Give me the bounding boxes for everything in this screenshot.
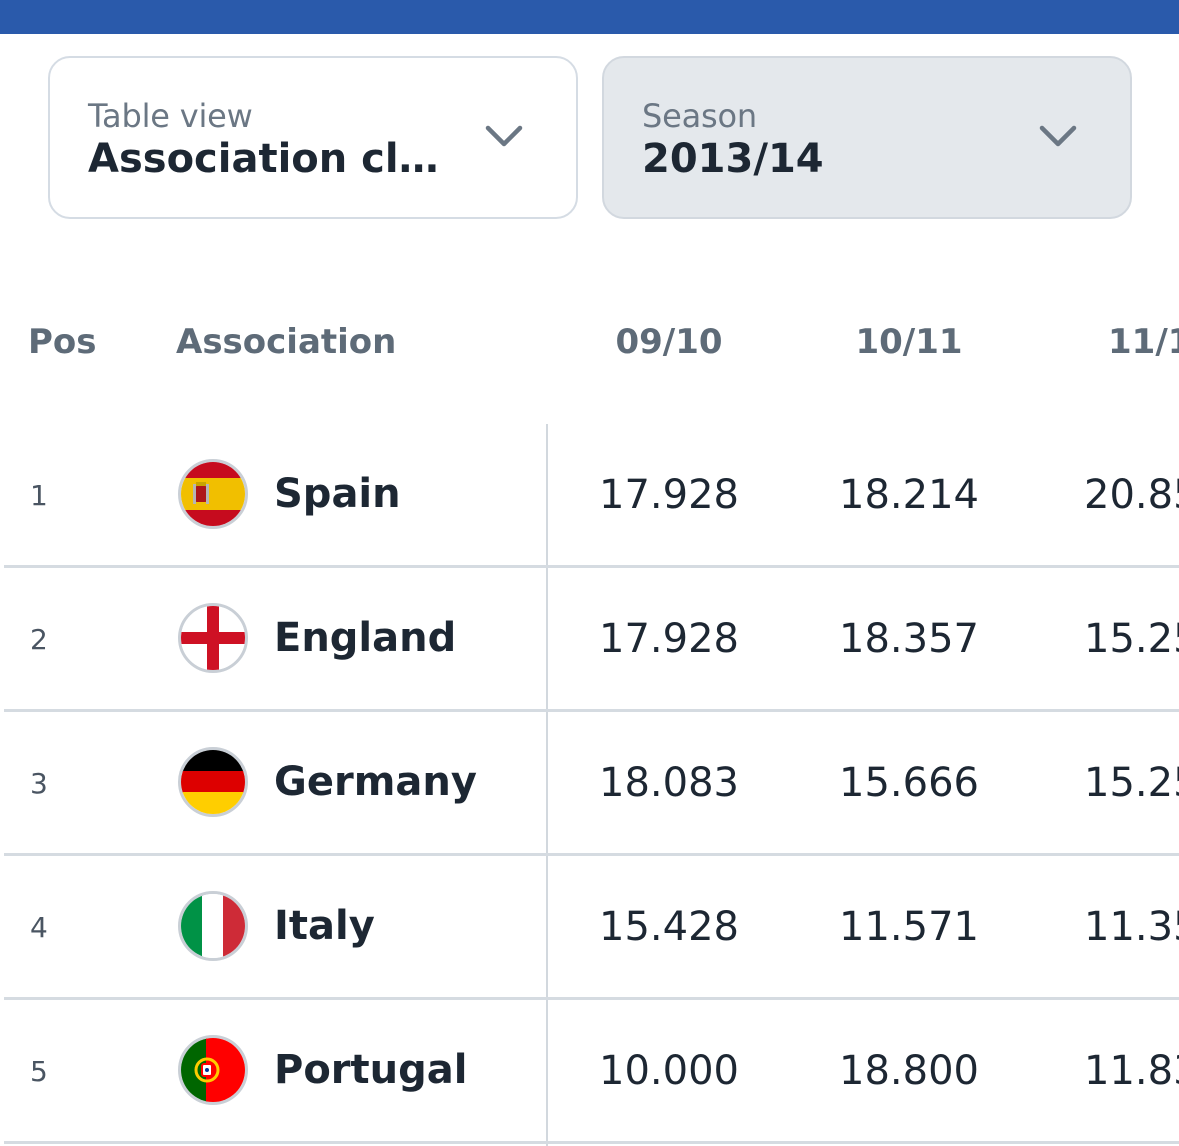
row-position: 4: [30, 911, 48, 944]
coefficient-1112: 11.833: [1084, 1048, 1179, 1094]
header-0910[interactable]: 09/10: [615, 322, 723, 362]
row-divider: [4, 997, 1179, 1000]
row-divider: [4, 1141, 1179, 1144]
coefficient-1011: 15.666: [839, 760, 979, 806]
coefficient-0910: 18.083: [599, 760, 739, 806]
table-view-select[interactable]: Table view Association clu…: [48, 56, 578, 219]
table-row[interactable]: 2 England 17.928 18.357 15.250: [4, 568, 1179, 712]
sticky-column-divider: [546, 424, 548, 1146]
table-row[interactable]: 4 Italy 15.428 11.571 11.357: [4, 856, 1179, 1000]
coefficient-0910: 10.000: [599, 1048, 739, 1094]
coefficient-1011: 18.800: [839, 1048, 979, 1094]
association-name-link[interactable]: England: [274, 615, 457, 661]
table-row[interactable]: 5 Portugal 10.000 18.800 11.833: [4, 1000, 1179, 1144]
association-name-link[interactable]: Germany: [274, 759, 477, 805]
germany-flag-icon: [178, 747, 248, 817]
association-name-link[interactable]: Spain: [274, 471, 401, 517]
england-flag-icon: [178, 603, 248, 673]
row-position: 3: [30, 767, 48, 800]
coefficient-1011: 18.357: [839, 616, 979, 662]
season-label: Season: [642, 97, 757, 135]
coefficient-0910: 17.928: [599, 616, 739, 662]
chevron-down-icon: [485, 125, 523, 147]
row-divider: [4, 853, 1179, 856]
coefficient-0910: 15.428: [599, 904, 739, 950]
header-1011[interactable]: 10/11: [855, 322, 963, 362]
association-name-link[interactable]: Italy: [274, 903, 375, 949]
coefficient-1112: 15.250: [1084, 616, 1179, 662]
row-position: 2: [30, 623, 48, 656]
spain-flag-icon: [178, 459, 248, 529]
row-divider: [4, 709, 1179, 712]
coefficient-1112: 15.250: [1084, 760, 1179, 806]
coefficient-1112: 11.357: [1084, 904, 1179, 950]
row-position: 1: [30, 479, 48, 512]
table-row[interactable]: 3 Germany 18.083 15.666 15.250: [4, 712, 1179, 856]
coefficient-1011: 11.571: [839, 904, 979, 950]
top-app-bar: [0, 0, 1179, 34]
coefficient-1011: 18.214: [839, 472, 979, 518]
table-view-label: Table view: [88, 97, 253, 135]
header-1112[interactable]: 11/12: [1108, 322, 1179, 362]
season-select[interactable]: Season 2013/14: [602, 56, 1132, 219]
row-divider: [4, 565, 1179, 568]
coefficient-0910: 17.928: [599, 472, 739, 518]
italy-flag-icon: [178, 891, 248, 961]
header-pos[interactable]: Pos: [28, 322, 97, 362]
coefficient-1112: 20.857: [1084, 472, 1179, 518]
chevron-down-icon: [1039, 125, 1077, 147]
portugal-flag-icon: [178, 1035, 248, 1105]
header-association[interactable]: Association: [176, 322, 397, 362]
table-row[interactable]: 1 Spain 17.928 18.214 20.857: [4, 424, 1179, 568]
table-view-value: Association clu…: [88, 136, 448, 182]
row-position: 5: [30, 1055, 48, 1088]
association-name-link[interactable]: Portugal: [274, 1047, 468, 1093]
